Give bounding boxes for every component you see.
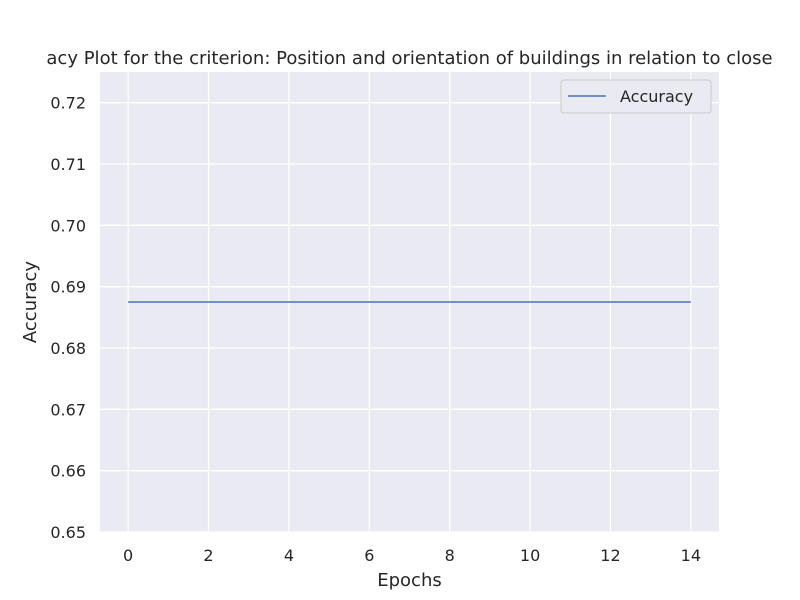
y-tick-label: 0.70 <box>50 216 86 235</box>
y-gridlines <box>100 102 719 533</box>
x-tick-label: 0 <box>123 546 133 565</box>
y-tick-label: 0.65 <box>50 523 86 542</box>
x-tick-label: 2 <box>203 546 213 565</box>
x-tick-label: 8 <box>445 546 455 565</box>
x-tick-labels: 0 2 4 6 8 10 12 14 <box>123 546 701 565</box>
x-tick-label: 10 <box>520 546 540 565</box>
y-tick-label: 0.71 <box>50 155 86 174</box>
y-tick-labels: 0.65 0.66 0.67 0.68 0.69 0.70 0.71 0.72 <box>50 94 86 542</box>
chart-title: acy Plot for the criterion: Position and… <box>46 48 772 69</box>
y-axis-label: Accuracy <box>20 261 41 344</box>
x-tick-label: 12 <box>600 546 620 565</box>
y-tick-label: 0.68 <box>50 339 86 358</box>
x-tick-label: 14 <box>681 546 701 565</box>
y-tick-label: 0.69 <box>50 278 86 297</box>
x-tick-label: 6 <box>364 546 374 565</box>
y-tick-label: 0.66 <box>50 462 86 481</box>
y-tick-label: 0.67 <box>50 400 86 419</box>
y-tick-label: 0.72 <box>50 94 86 113</box>
x-tick-label: 4 <box>284 546 294 565</box>
legend-box <box>560 79 712 114</box>
legend: Accuracy <box>560 79 712 114</box>
x-axis-label: Epochs <box>377 570 442 591</box>
legend-label-accuracy: Accuracy <box>620 87 693 106</box>
